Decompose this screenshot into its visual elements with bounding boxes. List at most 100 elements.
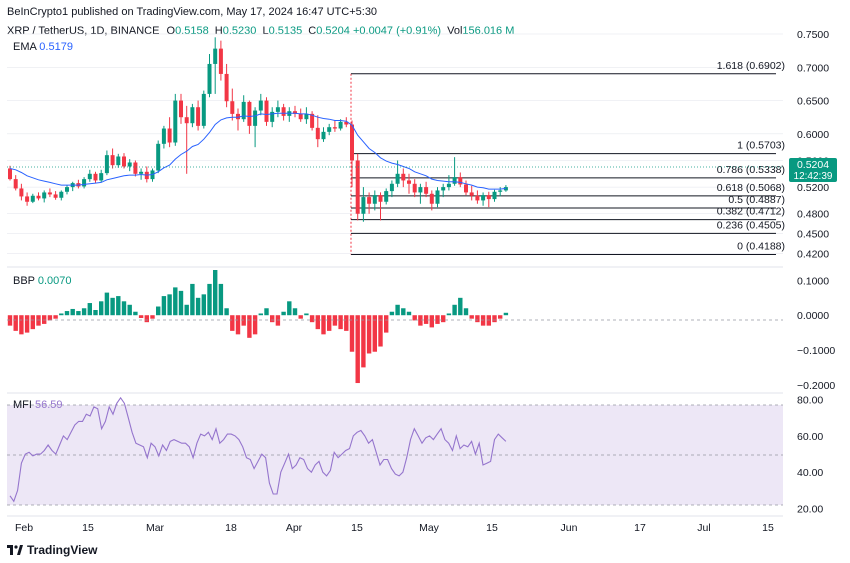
- bbp-bar: [70, 308, 75, 316]
- bbp-bar: [309, 315, 315, 323]
- bbp-bar: [480, 315, 486, 326]
- grid-lines: [7, 33, 783, 254]
- candle-body: [161, 128, 166, 144]
- bbp-bar: [144, 315, 149, 323]
- fib-level-label: 0.618 (0.5068): [717, 182, 785, 194]
- candle-body: [104, 155, 109, 174]
- candle-body: [110, 155, 115, 166]
- candle-body: [93, 173, 98, 181]
- candle-body: [133, 162, 138, 174]
- bbp-bar: [372, 315, 377, 352]
- price-tick-label: 0.4800: [797, 209, 829, 221]
- bbp-legend[interactable]: BBP 0.0070: [13, 275, 72, 287]
- candle-body: [173, 100, 178, 143]
- candle-body: [201, 93, 206, 126]
- fib-level-label: 0.5 (0.4887): [728, 194, 785, 206]
- bbp-bars: [7, 270, 509, 384]
- bbp-bar: [287, 301, 292, 316]
- bbp-bar: [395, 304, 400, 316]
- candle-body: [298, 113, 303, 120]
- candle-body: [327, 127, 332, 132]
- candle-body: [475, 195, 480, 201]
- bbp-bar: [247, 315, 252, 338]
- candle-body: [424, 187, 429, 194]
- bbp-bar: [167, 294, 172, 316]
- bbp-bar: [64, 311, 70, 316]
- bbp-bar: [281, 311, 286, 316]
- fib-level-label: 0.236 (0.4505): [717, 219, 785, 231]
- candle-body: [19, 188, 24, 197]
- candle-body: [338, 121, 343, 129]
- candle-body: [492, 191, 497, 200]
- candle-body: [184, 117, 189, 124]
- candle-body: [59, 191, 64, 198]
- bbp-bar: [355, 315, 360, 384]
- bbp-bar: [463, 308, 469, 316]
- mfi-tick-label: 40.00: [797, 467, 823, 479]
- time-tick-label: 17: [634, 522, 646, 534]
- bbp-bar: [475, 315, 480, 323]
- time-tick-label: 15: [762, 522, 774, 534]
- candle-body: [139, 171, 144, 174]
- candle-body: [25, 196, 30, 202]
- fib-level-label: 1.618 (0.6902): [717, 60, 785, 72]
- mfi-label: MFI: [13, 399, 32, 411]
- candle-body: [213, 48, 218, 64]
- candle-body: [469, 192, 474, 196]
- bbp-bar: [110, 297, 115, 316]
- bbp-bar: [332, 315, 338, 326]
- ema-legend[interactable]: EMA 0.5179: [13, 41, 73, 53]
- candle-body: [247, 101, 252, 126]
- candle-body: [156, 143, 161, 171]
- bbp-bar: [498, 315, 503, 319]
- candle-body: [452, 177, 457, 184]
- tradingview-footer[interactable]: TradingView: [7, 543, 97, 557]
- time-tick-label: Mar: [146, 522, 165, 534]
- candle-body: [344, 121, 349, 125]
- candle-body: [367, 197, 372, 204]
- ema-label: EMA: [13, 41, 37, 53]
- bbp-tick-label: −0.2000: [797, 380, 835, 392]
- time-tick-label: 15: [351, 522, 363, 534]
- fib-level-label: 0.382 (0.4712): [717, 206, 785, 218]
- bbp-bar: [452, 304, 457, 316]
- candle-body: [207, 63, 212, 94]
- bbp-bar: [366, 315, 372, 354]
- open-label: O: [166, 25, 176, 37]
- price-tick-label: 0.5200: [797, 182, 829, 194]
- candle-body: [355, 160, 360, 214]
- bbp-bar: [138, 315, 144, 318]
- y-axis-ticks: 0.75000.70000.65000.60000.56000.52000.48…: [797, 29, 835, 516]
- price-tick-label: 0.7000: [797, 62, 829, 74]
- bbp-bar: [423, 315, 429, 324]
- candle-body: [446, 183, 451, 188]
- bbp-bar: [429, 315, 434, 328]
- candle-body: [395, 173, 400, 184]
- bbp-bar: [304, 313, 309, 316]
- bbp-bar: [230, 315, 235, 331]
- bbp-bar: [81, 308, 87, 316]
- bbp-bar: [207, 283, 212, 316]
- bbp-bar: [161, 296, 167, 316]
- time-tick-label: Apr: [286, 522, 303, 534]
- bbp-bar: [190, 283, 195, 316]
- bbp-bar: [30, 315, 35, 330]
- candle-body: [224, 73, 229, 102]
- bbp-bar: [315, 315, 320, 330]
- price-tick-label: 0.4200: [797, 249, 829, 261]
- candle-body: [412, 183, 417, 193]
- candle-body: [293, 111, 297, 114]
- bbp-bar: [344, 315, 349, 331]
- candle-body: [65, 187, 69, 192]
- candle-body: [99, 173, 104, 181]
- bbp-bar: [418, 315, 423, 326]
- candle-body: [310, 113, 315, 128]
- fib-retracement[interactable]: 1.618 (0.6902) 1 (0.5703) 0.786 (0.5338) 0.…: [350, 60, 785, 255]
- mfi-legend[interactable]: MFI 56.59: [13, 399, 63, 411]
- bbp-bar: [42, 315, 47, 324]
- candle-body: [378, 195, 383, 202]
- candle-body: [321, 131, 326, 140]
- candle-body: [315, 127, 320, 140]
- bbp-bar: [173, 287, 178, 316]
